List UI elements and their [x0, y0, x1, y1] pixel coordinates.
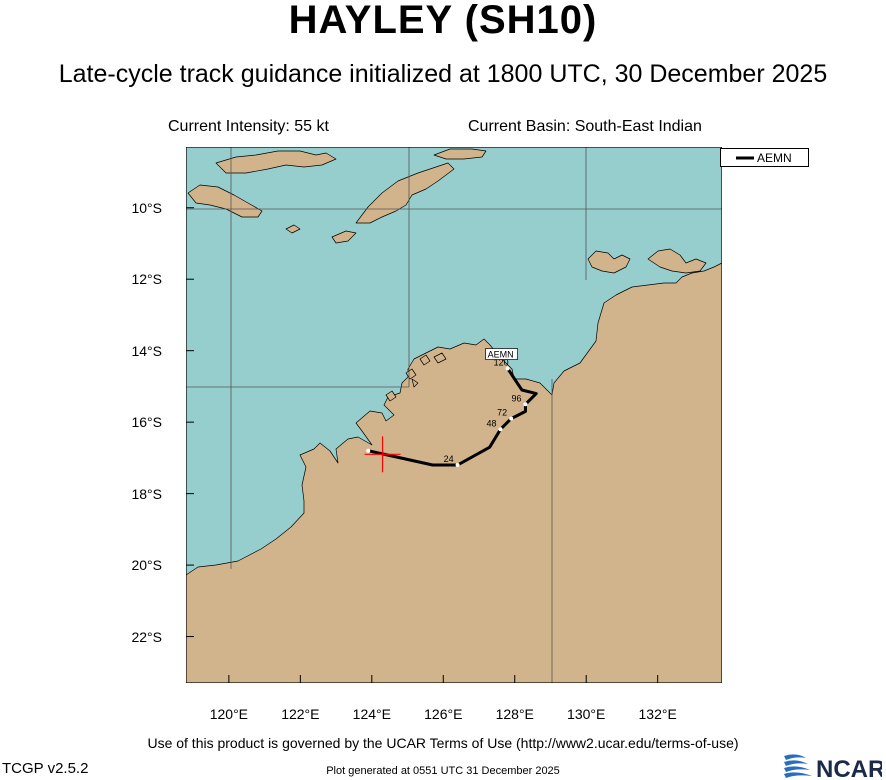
- version-label: TCGP v2.5.2: [2, 760, 89, 777]
- lon-tick-label: 122°E: [281, 706, 320, 722]
- land-rote: [331, 230, 357, 244]
- map-subtitle: Late-cycle track guidance initialized at…: [58, 60, 828, 88]
- track-hour-label: 120: [494, 358, 509, 368]
- lon-tick-label: 124°E: [352, 706, 391, 722]
- lat-tick-label: 12°S: [131, 271, 162, 288]
- ncar-logo-text: NCAR: [816, 756, 882, 780]
- track-point: [366, 448, 371, 453]
- land-flores: [215, 150, 337, 174]
- track-hour-label: 72: [497, 408, 507, 418]
- legend-frame: [720, 148, 809, 167]
- track-hour-label: 48: [486, 418, 496, 428]
- land-areas: [186, 148, 722, 683]
- track-hour-label: 96: [511, 393, 521, 403]
- ncar-logo-swoosh: [784, 754, 812, 778]
- ncar-logo: NCAR: [784, 754, 882, 780]
- track-point: [455, 463, 460, 468]
- land-australia: [186, 262, 722, 683]
- lat-tick-label: 20°S: [131, 557, 162, 574]
- current-basin-label: Current Basin: South-East Indian: [468, 118, 702, 135]
- land-small-island: [285, 224, 301, 234]
- current-intensity-label: Current Intensity: 55 kt: [168, 118, 329, 135]
- land-tiwi-islands: [587, 250, 631, 274]
- land-cobourg: [647, 248, 707, 274]
- land-wetar: [433, 148, 487, 160]
- lon-tick-label: 128°E: [495, 706, 534, 722]
- track-hour-label: 24: [444, 454, 454, 464]
- lon-tick-label: 132°E: [638, 706, 677, 722]
- lat-tick-label: 18°S: [131, 485, 162, 502]
- generated-timestamp: Plot generated at 0551 UTC 31 December 2…: [326, 765, 560, 777]
- track-point: [509, 416, 514, 421]
- legend-panel: AEMN: [720, 148, 809, 167]
- track-point: [523, 402, 528, 407]
- track-point: [505, 366, 510, 371]
- lat-tick-label: 16°S: [131, 414, 162, 431]
- lon-tick-label: 120°E: [209, 706, 249, 722]
- land-timor: [355, 162, 455, 224]
- lat-tick-label: 22°S: [131, 628, 162, 645]
- lat-tick-label: 14°S: [131, 342, 162, 359]
- gridlines: [186, 147, 722, 683]
- lat-tick-label: 10°S: [131, 199, 162, 216]
- land-kimberley-islets: [385, 352, 447, 402]
- terms-of-use-text: Use of this product is governed by the U…: [147, 735, 739, 751]
- map-title: HAYLEY (SH10): [288, 0, 598, 42]
- legend-label-aemn: AEMN: [757, 151, 792, 165]
- lon-tick-label: 130°E: [567, 706, 606, 722]
- track-name-box: [485, 348, 518, 360]
- lon-tick-label: 126°E: [424, 706, 463, 722]
- track-point: [498, 427, 503, 432]
- track-name-label: AEMN: [488, 350, 514, 360]
